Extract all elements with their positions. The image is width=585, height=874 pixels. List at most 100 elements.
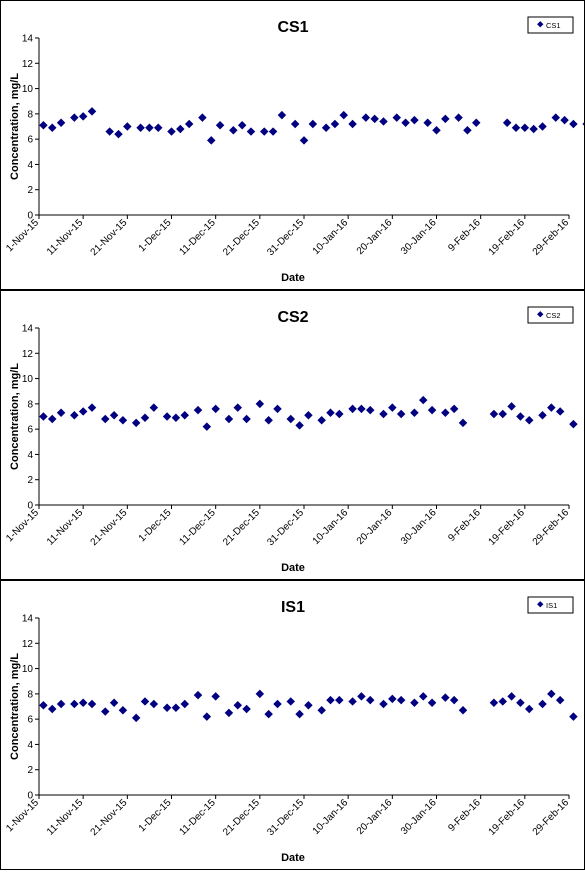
data-point: [87, 403, 97, 412]
y-tick-label: 10: [22, 84, 34, 95]
data-point: [357, 404, 366, 414]
x-tick-label: 11-Dec-15: [178, 507, 219, 548]
x-tick-label: 29-Feb-16: [531, 797, 572, 838]
y-tick-label: 2: [27, 185, 33, 196]
data-point: [242, 704, 251, 714]
data-point: [304, 700, 313, 710]
data-point: [520, 123, 530, 133]
data-point: [162, 703, 172, 713]
data-point: [171, 413, 181, 423]
data-point: [193, 405, 203, 415]
x-axis-label: Date: [281, 562, 305, 574]
x-tick-label: 31-Dec-15: [265, 507, 306, 548]
data-point: [184, 119, 194, 129]
y-tick-label: 10: [22, 664, 34, 675]
data-point: [335, 695, 344, 705]
data-point: [348, 119, 357, 129]
data-point: [388, 403, 397, 412]
x-tick-label: 19-Feb-16: [487, 217, 528, 258]
data-point: [498, 697, 507, 706]
data-point: [441, 408, 450, 417]
x-tick-label: 10-Jan-16: [311, 797, 351, 837]
x-tick-label: 1-Nov-15: [4, 797, 41, 834]
data-point: [39, 700, 48, 710]
legend-box: [527, 306, 574, 324]
data-point: [560, 115, 569, 125]
data-point: [39, 120, 48, 130]
x-tick-label: 10-Jan-16: [311, 217, 351, 257]
data-point: [78, 698, 88, 707]
data-point: [538, 410, 547, 420]
data-point: [569, 712, 578, 721]
x-tick-label: 21-Nov-15: [89, 217, 130, 258]
data-point: [555, 407, 565, 416]
data-point: [441, 114, 450, 124]
x-tick-label: 1-Nov-15: [4, 217, 41, 254]
data-point: [48, 414, 57, 424]
data-point: [507, 692, 516, 701]
data-point: [140, 697, 150, 706]
data-point: [511, 123, 521, 133]
data-point: [569, 419, 578, 429]
y-tick-label: 10: [22, 374, 34, 385]
data-point: [149, 403, 159, 412]
data-point: [286, 697, 295, 706]
data-point: [547, 403, 556, 412]
y-tick-label: 8: [27, 689, 33, 700]
data-point: [255, 689, 265, 699]
data-point: [123, 122, 132, 131]
y-tick-label: 12: [22, 59, 34, 70]
y-tick-label: 0: [27, 211, 33, 222]
x-tick-label: 21-Nov-15: [89, 507, 130, 548]
data-point: [502, 118, 512, 127]
x-axis-label: Date: [281, 852, 305, 864]
data-point: [441, 693, 450, 702]
data-point: [379, 117, 388, 126]
chart-panel-is1: IS1 0 2 4 6 8 10 12 14 1-Nov-15 11-Nov-15 21-Nov-15…: [0, 580, 585, 870]
chart-is1: IS1 0 2 4 6 8 10 12 14 1-Nov-15 11-Nov-15 21-Nov-15…: [4, 596, 578, 864]
x-tick-label: 21-Dec-15: [221, 797, 262, 838]
data-point: [56, 118, 66, 127]
data-point: [286, 414, 295, 424]
data-point: [118, 706, 128, 715]
data-point: [78, 112, 88, 121]
x-tick-label: 19-Feb-16: [487, 507, 528, 548]
data-point: [154, 123, 163, 133]
x-tick-label: 29-Feb-16: [531, 217, 572, 258]
data-point: [379, 409, 388, 419]
data-point: [48, 123, 57, 133]
data-point: [149, 699, 159, 709]
chart-title: CS2: [277, 309, 308, 326]
data-point: [299, 136, 309, 145]
x-tick-label: 9-Feb-16: [446, 797, 483, 834]
data-point: [458, 706, 468, 715]
data-point: [432, 126, 441, 135]
data-point: [233, 700, 242, 710]
y-tick-label: 12: [22, 349, 34, 360]
data-point: [114, 129, 123, 139]
data-point: [321, 123, 331, 133]
y-tick-label: 0: [27, 791, 33, 802]
legend-label: IS1: [546, 601, 557, 610]
x-tick-label: 30-Jan-16: [399, 797, 439, 837]
legend-box: [527, 16, 574, 34]
legend-label: CS1: [546, 21, 561, 30]
data-point: [410, 115, 419, 125]
x-tick-label: 1-Dec-15: [137, 797, 174, 834]
data-point: [370, 114, 379, 124]
data-point: [392, 113, 401, 122]
data-point: [379, 699, 388, 709]
legend-box: [527, 596, 574, 614]
data-point: [516, 698, 525, 707]
data-point: [131, 418, 141, 428]
y-axis-label: Concentration, mg/L: [9, 363, 21, 470]
data-point: [131, 713, 141, 723]
data-point: [229, 126, 238, 135]
data-point: [162, 412, 172, 421]
y-tick-label: 8: [27, 399, 33, 410]
data-point: [176, 124, 185, 134]
data-point: [290, 119, 300, 129]
data-point: [140, 413, 150, 423]
data-point: [48, 704, 57, 714]
data-point: [472, 118, 481, 127]
